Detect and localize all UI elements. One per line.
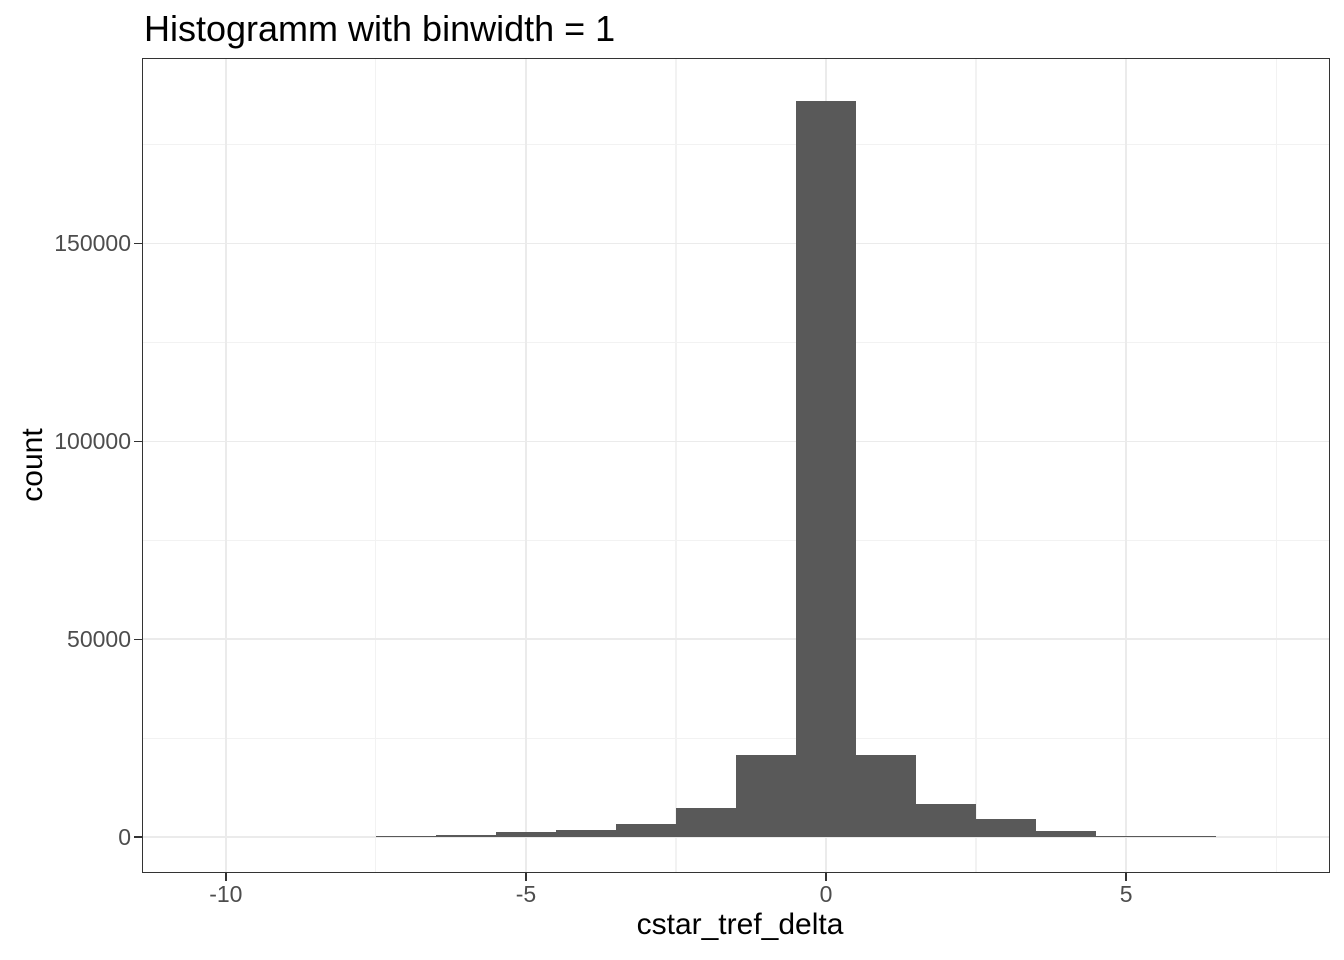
y-tick-mark: [134, 638, 142, 640]
y-gridline-major: [143, 836, 1329, 838]
x-gridline-major: [1125, 59, 1127, 872]
x-gridline-major: [525, 59, 527, 872]
x-gridline-minor: [375, 59, 377, 872]
histogram-bar: [495, 832, 556, 838]
y-gridline-major: [143, 440, 1329, 443]
x-tick-mark: [825, 873, 827, 881]
histogram-bar: [736, 755, 797, 838]
chart-title: Histogramm with binwidth = 1: [144, 8, 616, 49]
x-gridline-minor: [975, 59, 977, 872]
x-gridline-major: [225, 59, 227, 872]
y-tick-label: 0: [118, 824, 131, 851]
y-tick-mark: [134, 836, 142, 838]
y-tick-label: 100000: [54, 428, 131, 455]
x-tick-label: 5: [1119, 881, 1133, 907]
histogram-bar: [435, 834, 496, 838]
histogram-bar: [796, 100, 857, 838]
y-axis-title: count: [16, 428, 49, 502]
y-tick-mark: [134, 440, 142, 443]
y-gridline-major: [143, 638, 1329, 641]
x-gridline-minor: [675, 59, 677, 872]
histogram-bar: [1096, 835, 1157, 838]
y-tick-label: 150000: [54, 230, 131, 257]
x-tick-label: -10: [209, 881, 243, 907]
histogram-bar: [615, 824, 676, 838]
y-gridline-minor: [143, 737, 1329, 739]
histogram-bar: [916, 804, 977, 838]
y-tick-label: 50000: [67, 626, 131, 653]
y-gridline-minor: [143, 341, 1329, 343]
x-tick-mark: [1125, 873, 1127, 881]
histogram-bar: [1156, 836, 1217, 838]
x-tick-label: 0: [819, 881, 833, 907]
histogram-bar: [856, 755, 917, 838]
y-tick-mark: [134, 242, 142, 245]
x-tick-label: -5: [515, 881, 537, 907]
histogram-bar: [976, 819, 1037, 838]
x-tick-mark: [525, 873, 527, 881]
histogram-bar: [675, 808, 736, 838]
x-gridline-minor: [1275, 59, 1277, 872]
y-gridline-major: [143, 242, 1329, 245]
x-axis-title: cstar_tref_delta: [636, 908, 844, 941]
x-tick-mark: [225, 873, 227, 881]
plot-panel: [143, 59, 1329, 872]
y-gridline-minor: [143, 539, 1329, 541]
histogram-bar: [555, 829, 616, 838]
histogram-bar: [375, 835, 436, 838]
y-gridline-minor: [143, 143, 1329, 146]
histogram-bar: [1036, 830, 1097, 838]
